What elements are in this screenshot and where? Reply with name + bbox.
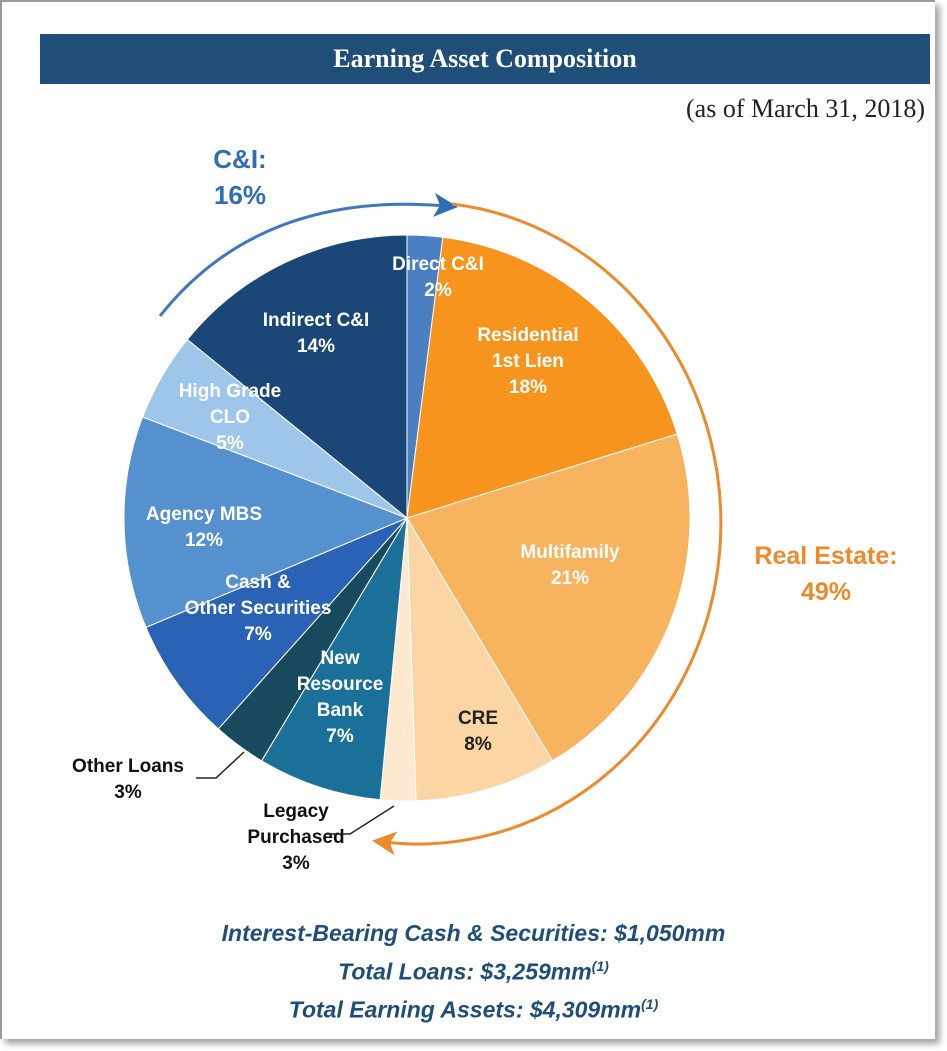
slice-value-label: 7% — [326, 726, 354, 747]
pie-slice-agency-mbs — [123, 416, 409, 628]
slice-name-label: High Grade — [179, 381, 281, 402]
real-estate-group-label: Real Estate: — [754, 542, 897, 570]
slice-name-label: Cash & — [225, 572, 291, 593]
slice-name-label: Direct C&I — [392, 254, 484, 275]
ci-group-label: C&I: — [213, 144, 266, 174]
footnote-marker: (1) — [591, 958, 609, 974]
slice-name-label: New — [320, 648, 359, 669]
pie-slice-new-resource-bank — [260, 517, 408, 801]
legacy-purchased-leader-line — [326, 805, 395, 835]
ci-group-value: 16% — [214, 180, 266, 210]
pie-slice-multifamily — [406, 433, 691, 762]
footer-total-loans-text: Total Loans: $3,259mm — [338, 958, 592, 985]
footnote-marker: (1) — [641, 996, 659, 1012]
slice-value-label: 8% — [464, 734, 492, 755]
slice-label-new-resource-bank: New Resource Bank 7% — [297, 648, 384, 747]
real-estate-group-value: 49% — [801, 578, 851, 606]
slice-label-multifamily: Multifamily 21% — [520, 542, 620, 589]
slice-value-label: 3% — [282, 853, 310, 874]
slice-label-indirect-candi: Indirect C&I 14% — [263, 310, 370, 357]
slice-name-label: Purchased — [247, 827, 344, 848]
ci-group-arc — [158, 193, 458, 317]
as-of-date: (as of March 31, 2018) — [686, 94, 925, 123]
real-estate-group-arc — [372, 202, 723, 856]
slice-value-label: 18% — [509, 377, 547, 398]
footer-cash-securities-text: Interest-Bearing Cash & Securities: $1,0… — [221, 920, 726, 946]
footer-total-loans: Total Loans: $3,259mm(1) — [0, 958, 947, 986]
slice-value-label: 7% — [244, 624, 272, 645]
footer-cash-securities: Interest-Bearing Cash & Securities: $1,0… — [0, 920, 947, 947]
slice-name-label: CRE — [458, 708, 498, 729]
pie-slice-residential-1st-lien — [406, 236, 678, 519]
footer-total-earning-assets-text: Total Earning Assets: $4,309mm — [288, 996, 642, 1023]
slice-name-label: Indirect C&I — [263, 310, 370, 331]
slice-value-label: 21% — [551, 568, 589, 589]
slice-name-label: Legacy — [263, 801, 329, 822]
slice-label-direct-candi: Direct C&I 2% — [392, 254, 484, 301]
pie-slice-cre — [406, 516, 554, 802]
slice-label-high-grade-clo: High Grade CLO 5% — [179, 381, 281, 454]
slice-label-other-loans: Other Loans 3% — [72, 756, 184, 803]
slice-name-label: 1st Lien — [492, 351, 564, 372]
footer-total-earning-assets: Total Earning Assets: $4,309mm(1) — [0, 996, 947, 1024]
slice-value-label: 14% — [297, 336, 335, 357]
slice-value-label: 5% — [216, 433, 244, 454]
slice-name-label: Multifamily — [520, 542, 620, 563]
slice-label-cre: CRE 8% — [458, 708, 498, 755]
slice-label-legacy-purchased: Legacy Purchased 3% — [247, 801, 344, 874]
slice-value-label: 3% — [114, 782, 142, 803]
slice-label-agency-mbs: Agency MBS 12% — [146, 504, 262, 551]
chart-title: Earning Asset Composition — [40, 34, 930, 84]
slice-value-label: 12% — [185, 530, 223, 551]
slice-value-label: 2% — [424, 280, 452, 301]
slice-name-label: Agency MBS — [146, 504, 262, 525]
slice-name-label: Residential — [477, 325, 578, 346]
slice-name-label: CLO — [210, 407, 250, 428]
slice-label-cash-and-other-securities: Cash & Other Securities 7% — [185, 572, 332, 645]
slice-label-residential-1st-lien: Residential 1st Lien 18% — [477, 325, 578, 398]
pie-slice-cash-and-other-securities — [145, 517, 408, 730]
slice-name-label: Resource — [297, 674, 384, 695]
slice-name-label: Bank — [317, 700, 364, 721]
pie-slice-indirect-candi — [186, 234, 408, 520]
slice-name-label: Other Securities — [185, 598, 332, 619]
slice-name-label: Other Loans — [72, 756, 184, 777]
other-loans-leader-line — [196, 751, 245, 779]
